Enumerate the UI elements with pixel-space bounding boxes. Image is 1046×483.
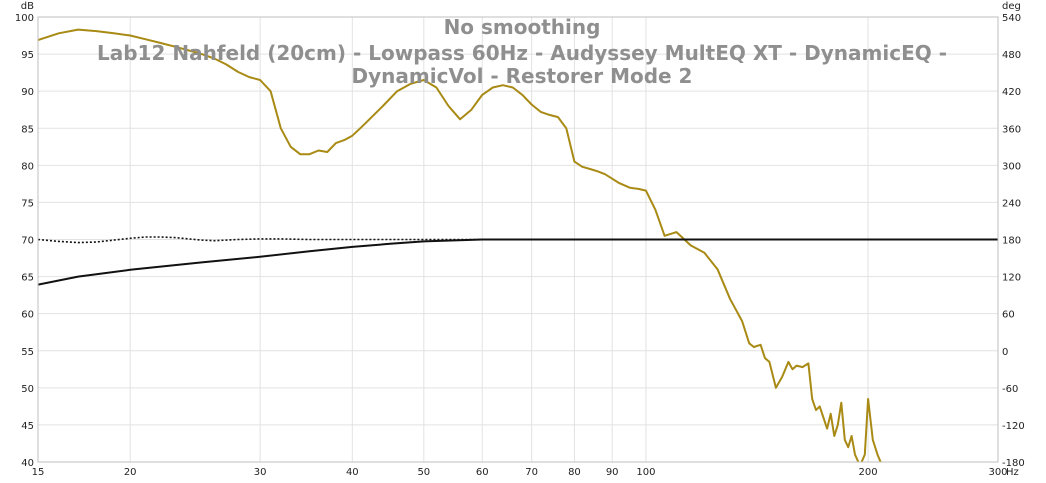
y-right-tick-label: 240 (1002, 198, 1021, 209)
y-right-tick-label: -120 (1002, 421, 1025, 432)
plot-series (38, 28, 998, 462)
phase-curve (38, 238, 998, 286)
y-left-tick-label: 40 (21, 458, 34, 469)
x-tick-label: 300 (988, 467, 1007, 478)
x-tick-label: 40 (346, 467, 359, 478)
y-left-tick-label: 45 (21, 421, 34, 432)
y-left-tick-label: 55 (21, 347, 34, 358)
x-tick-label: 60 (476, 467, 489, 478)
y-left-tick-label: 60 (21, 310, 34, 321)
y-left-tick-label: 65 (21, 273, 34, 284)
x-tick-label: 20 (124, 467, 137, 478)
x-tick-label: 100 (636, 467, 655, 478)
y-right-tick-label: -60 (1002, 384, 1018, 395)
plot-frame (37, 16, 999, 463)
y-left-tick-label: 75 (21, 198, 34, 209)
x-tick-label: 15 (32, 467, 45, 478)
y-left-unit-label: dB (21, 1, 34, 12)
x-tick-label: 200 (859, 467, 878, 478)
y-left-tick-label: 90 (21, 87, 34, 98)
y-right-tick-label: -180 (1002, 458, 1025, 469)
y-right-tick-label: 480 (1002, 50, 1021, 61)
x-tick-label: 70 (525, 467, 538, 478)
y-right-unit-label: deg (1002, 1, 1021, 12)
y-right-tick-label: 300 (1002, 161, 1021, 172)
axes: 40 45 50 55 60 65 70 75 80 85 90 95 100 -180 -120 -60 0 6… (15, 1, 1025, 478)
x-unit-label: Hz (1006, 467, 1019, 478)
y-right-tick-label: 120 (1002, 273, 1021, 284)
x-tick-label: 90 (606, 467, 619, 478)
y-left-tick-label: 70 (21, 236, 34, 247)
title-line: DynamicVol - Restorer Mode 2 (352, 64, 693, 88)
phase-curve-dotted (38, 236, 998, 244)
spl-curve (38, 28, 882, 462)
y-right-tick-label: 420 (1002, 87, 1021, 98)
y-left-tick-label: 100 (15, 13, 34, 24)
y-right-tick-label: 0 (1002, 347, 1008, 358)
title-line: Lab12 Nahfeld (20cm) - Lowpass 60Hz - Au… (97, 41, 947, 65)
y-right-tick-label: 360 (1002, 124, 1021, 135)
y-left-tick-label: 50 (21, 384, 34, 395)
y-right-tick-label: 60 (1002, 310, 1015, 321)
y-left-tick-label: 80 (21, 161, 34, 172)
x-tick-label: 80 (568, 467, 581, 478)
x-tick-label: 50 (417, 467, 430, 478)
x-tick-label: 30 (254, 467, 267, 478)
y-right-tick-label: 540 (1002, 13, 1021, 24)
y-right-tick-label: 180 (1002, 236, 1021, 247)
y-left-tick-label: 85 (21, 124, 34, 135)
title-line: No smoothing (444, 15, 601, 39)
y-left-tick-label: 95 (21, 50, 34, 61)
